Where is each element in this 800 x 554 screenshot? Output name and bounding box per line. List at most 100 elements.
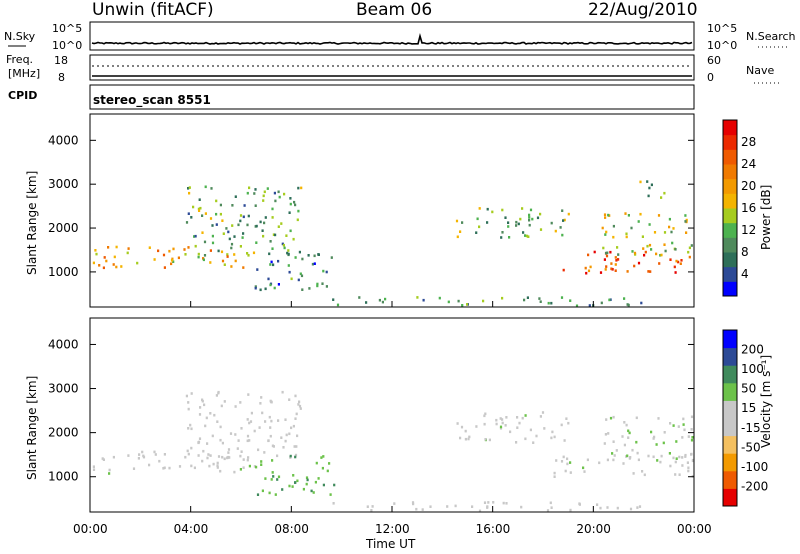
heatmap-cell	[101, 457, 104, 460]
heatmap-cell	[612, 415, 615, 419]
heatmap-cell	[492, 501, 495, 504]
heatmap-cell	[603, 213, 607, 216]
y-tick-label: 3000	[48, 177, 79, 191]
heatmap-cell	[243, 204, 246, 207]
heatmap-cell	[515, 441, 518, 444]
heatmap-cell	[456, 235, 459, 239]
heatmap-cell	[475, 425, 478, 428]
heatmap-cell	[187, 187, 190, 190]
heatmap-cell	[321, 466, 324, 470]
colorbar-segment	[723, 252, 737, 268]
heatmap-cell	[112, 455, 115, 459]
heatmap-cell	[612, 458, 615, 462]
heatmap-cell	[315, 461, 318, 465]
heatmap-cell	[605, 254, 609, 258]
heatmap-cell	[228, 456, 231, 459]
heatmap-cell	[132, 467, 136, 470]
heatmap-cell	[185, 221, 189, 224]
heatmap-cell	[190, 216, 193, 219]
heatmap-cell	[231, 224, 234, 227]
heatmap-cell	[217, 391, 220, 395]
heatmap-cell	[332, 502, 335, 505]
heatmap-cell	[255, 241, 258, 244]
heatmap-cell	[317, 477, 320, 480]
heatmap-cell	[652, 455, 655, 459]
heatmap-cell	[478, 225, 481, 229]
heatmap-cell	[515, 220, 518, 224]
heatmap-cell	[670, 230, 673, 234]
heatmap-cell	[234, 405, 237, 408]
y-tick-label: 4000	[48, 133, 79, 147]
heatmap-cell	[316, 282, 319, 286]
heatmap-cell	[291, 485, 294, 488]
heatmap-cell	[178, 465, 182, 468]
heatmap-cell	[219, 438, 222, 442]
heatmap-cell	[674, 248, 677, 251]
heatmap-cell	[600, 301, 603, 305]
power-colorbar-ticks: 4 8 12 16 20 24 28	[741, 135, 756, 281]
heatmap-cell	[204, 212, 207, 215]
heatmap-cell	[229, 432, 233, 435]
heatmap-cell	[598, 461, 601, 465]
heatmap-cell	[314, 480, 317, 484]
heatmap-cell	[313, 254, 316, 258]
heatmap-cell	[471, 505, 474, 508]
heatmap-cell	[310, 489, 313, 493]
colorbar-segment	[723, 330, 737, 349]
heatmap-cell	[604, 216, 607, 219]
heatmap-cell	[246, 458, 249, 462]
heatmap-cell	[172, 260, 175, 263]
heatmap-cell	[554, 229, 557, 233]
time-axis: 00:00 04:00 08:00 12:00 16:00 20:00 00:00	[73, 301, 712, 536]
heatmap-cell	[668, 452, 671, 455]
heatmap-cell	[272, 263, 275, 267]
heatmap-cell	[623, 297, 626, 300]
heatmap-cell	[604, 233, 607, 236]
heatmap-cell	[501, 208, 504, 212]
heatmap-cell	[690, 415, 694, 419]
heatmap-cell	[272, 475, 275, 478]
heatmap-cell	[684, 455, 687, 458]
heatmap-cell	[277, 475, 281, 479]
heatmap-cell	[671, 241, 674, 245]
heatmap-cell	[631, 250, 634, 253]
freq-label-line1: Freq.	[6, 53, 33, 66]
heatmap-cell	[664, 249, 667, 253]
heatmap-cell	[682, 417, 685, 421]
heatmap-cell	[301, 288, 304, 291]
heatmap-cell	[201, 459, 204, 463]
y-tick-label: 2000	[48, 221, 79, 235]
heatmap-cell	[158, 459, 161, 463]
x-tick-label: 08:00	[274, 522, 309, 536]
heatmap-cell	[524, 414, 527, 417]
heatmap-cell	[127, 454, 130, 457]
heatmap-cell	[502, 501, 505, 505]
heatmap-cell	[521, 207, 524, 210]
velocity-heatmap	[92, 390, 695, 513]
heatmap-cell	[509, 430, 512, 434]
heatmap-cell	[562, 219, 565, 222]
heatmap-cell	[528, 218, 531, 222]
heatmap-cell	[298, 250, 301, 254]
heatmap-cell	[267, 277, 270, 281]
heatmap-cell	[274, 199, 277, 203]
heatmap-cell	[605, 265, 608, 268]
heatmap-cell	[523, 298, 526, 302]
heatmap-cell	[269, 283, 272, 287]
velocity-colorbar-frame	[722, 329, 738, 507]
heatmap-cell	[612, 224, 615, 228]
heatmap-cell	[221, 219, 224, 222]
power-panel-frame	[89, 113, 695, 308]
heatmap-cell	[199, 406, 202, 409]
heatmap-cell	[187, 246, 190, 249]
heatmap-cell	[635, 440, 638, 444]
colorbar-segment	[723, 120, 737, 136]
heatmap-cell	[223, 457, 226, 461]
heatmap-cell	[255, 465, 258, 469]
heatmap-cell	[108, 472, 111, 475]
heatmap-cell	[627, 429, 630, 433]
heatmap-cell	[248, 439, 251, 442]
heatmap-cell	[239, 214, 243, 217]
heatmap-cell	[246, 223, 249, 227]
heatmap-cell	[276, 454, 279, 458]
